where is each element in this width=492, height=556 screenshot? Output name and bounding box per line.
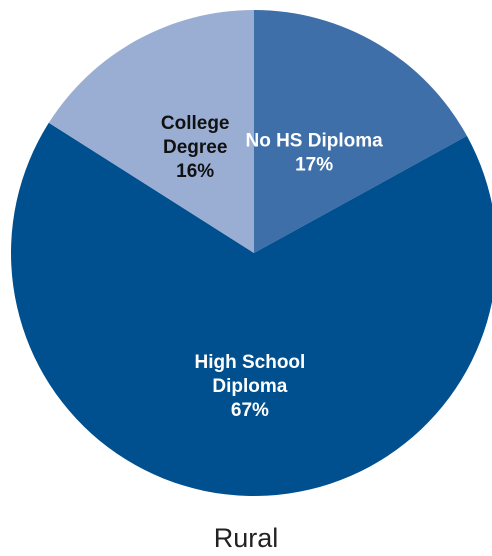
pie-slice xyxy=(254,10,467,253)
slice-label: No HS Diploma 17% xyxy=(245,130,383,175)
slice-label: College Degree 16% xyxy=(161,113,230,182)
slice-percent: 67% xyxy=(231,400,269,421)
slice-name: Diploma xyxy=(212,376,287,397)
slice-label: High School Diploma 67% xyxy=(194,352,305,421)
pie-slices xyxy=(11,10,492,496)
pie-slice xyxy=(11,122,492,496)
slice-percent: 16% xyxy=(176,161,214,182)
slice-percent: 17% xyxy=(295,154,333,175)
slice-name: Degree xyxy=(163,137,227,158)
slice-name: College xyxy=(161,113,230,134)
pie-labels: No HS Diploma 17% High School Diploma 67% Col… xyxy=(161,113,383,421)
slice-name: High School xyxy=(194,352,305,373)
slice-name: No HS Diploma xyxy=(245,130,383,151)
pie-slice xyxy=(48,10,254,253)
chart-title: Rural xyxy=(214,523,279,553)
